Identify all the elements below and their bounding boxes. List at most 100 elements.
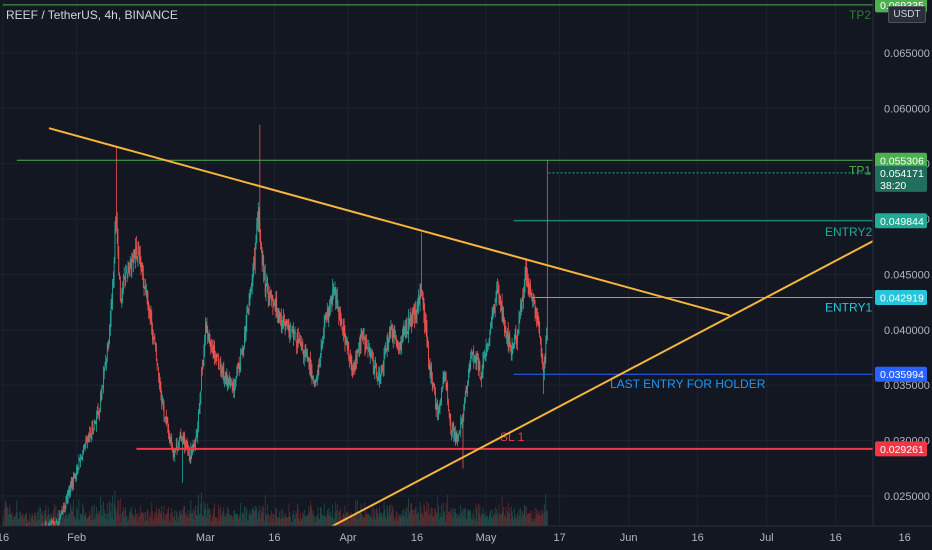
candle-body [332,288,334,303]
volume-bar [375,519,376,526]
volume-bar [281,519,283,526]
volume-bar [140,514,142,526]
volume-bar [467,509,468,526]
volume-bar [316,515,317,526]
volume-bar [60,517,61,526]
candle-body [164,417,166,419]
volume-bar [519,514,521,526]
price-scale[interactable] [873,0,932,526]
candle-body [396,341,398,347]
candle-body [186,443,188,448]
candle-body [351,363,353,370]
candle-body [202,364,204,368]
volume-bar [148,521,150,526]
volume-bar [101,505,103,526]
volume-bar [475,503,477,526]
volume-bar [116,508,118,526]
volume-bar [71,506,73,526]
volume-bar [416,507,418,526]
candle-body [471,352,473,356]
volume-bar [168,520,170,526]
candle-body [320,344,322,355]
candle-body [487,343,488,345]
volume-bar [369,516,371,526]
candle-body [151,317,153,332]
candle-body [218,357,219,368]
currency-badge[interactable]: USDT [888,6,926,23]
volume-bar [444,511,445,526]
candle-body [188,450,190,456]
candle-body [205,326,206,339]
volume-bar [473,509,475,526]
volume-bar [198,494,199,526]
volume-bar [381,514,383,526]
volume-bar [254,511,255,526]
volume-bar [214,503,215,526]
volume-bar [354,513,356,526]
candle-body [392,332,394,342]
volume-bar [80,514,82,526]
candle-body [78,458,80,470]
volume-bar [385,516,386,526]
candle-body [159,383,161,388]
candle-body [400,345,402,350]
candle-body [270,290,271,295]
volume-bar [330,516,332,526]
level-label: TP2 [849,8,871,22]
candle-body [330,298,331,310]
volume-bar [358,514,360,526]
candle-body [435,403,437,411]
candle-body [454,432,455,438]
volume-bar [385,519,387,526]
candle-body [364,336,366,350]
time-scale[interactable] [0,526,932,550]
volume-bar [463,508,465,526]
candle-body [542,360,544,369]
volume-bar [322,515,324,526]
candle-body [249,292,251,305]
candle-body [251,277,253,286]
candle-body [265,284,267,293]
symbol-title[interactable]: REEF / TetherUS, 4h, BINANCE [6,8,178,22]
candle-body [335,288,337,306]
volume-bar [85,511,87,526]
candle-body [346,339,347,344]
volume-bar [267,514,269,526]
volume-bar [543,504,545,526]
volume-bar [167,508,169,526]
volume-bar [284,513,286,526]
candle-body [245,323,247,338]
volume-bar [331,516,333,526]
volume-bar [183,506,185,526]
candle-body [88,434,90,439]
candle-body [310,368,312,379]
volume-bar [382,516,383,526]
volume-bar [530,510,531,526]
candle-body [431,378,433,388]
volume-bar [310,505,312,526]
candle-body [378,373,380,378]
volume-bar [118,500,120,526]
volume-bar [58,510,60,526]
candle-body [501,301,503,320]
price-tag-bg [875,290,927,306]
volume-bar [377,513,379,526]
x-tick-label: Apr [339,532,356,544]
volume-bar [95,513,97,526]
volume-bar [119,497,121,526]
volume-bar [486,516,488,526]
volume-bar [474,520,476,526]
volume-bar [11,512,13,526]
candle-body [287,322,288,323]
candle-body [482,360,484,373]
candle-body [226,374,228,381]
candle-body [104,366,106,370]
candle-body [405,327,406,335]
candle-body [90,433,91,436]
volume-bar [33,519,35,526]
candle-body [232,384,234,386]
volume-bar [349,514,351,526]
candle-body [279,313,281,319]
candle-body [118,250,120,273]
